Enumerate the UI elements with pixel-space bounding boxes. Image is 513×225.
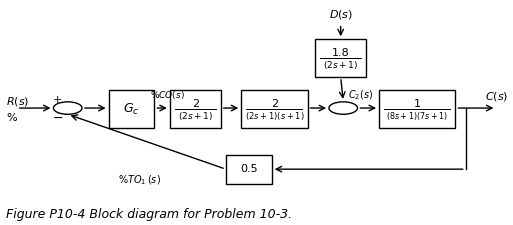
Bar — [241, 90, 307, 128]
Text: $G_c$: $G_c$ — [123, 102, 140, 117]
Text: $(2s+1)$: $(2s+1)$ — [323, 59, 359, 71]
Text: 1: 1 — [413, 99, 421, 109]
Text: 2: 2 — [192, 99, 199, 109]
Bar — [379, 90, 456, 128]
Text: $C_2(s)$: $C_2(s)$ — [348, 88, 374, 101]
Text: $-$: $-$ — [52, 111, 63, 124]
Text: $\%$: $\%$ — [7, 111, 18, 123]
Text: 0.5: 0.5 — [240, 164, 258, 174]
Text: 2: 2 — [271, 99, 278, 109]
Text: $C(s)$: $C(s)$ — [485, 90, 508, 104]
Text: $D(s)$: $D(s)$ — [329, 8, 353, 21]
Text: 1.8: 1.8 — [332, 47, 349, 58]
Text: $(2s+1)$: $(2s+1)$ — [177, 110, 213, 122]
Bar — [109, 90, 154, 128]
Text: +: + — [53, 95, 62, 105]
Text: $\%TO_1\,(s)$: $\%TO_1\,(s)$ — [117, 173, 161, 187]
Bar — [226, 155, 272, 184]
Bar — [315, 39, 366, 77]
Text: $(8s+1)(7s+1)$: $(8s+1)(7s+1)$ — [386, 110, 448, 122]
Text: $R(s)$: $R(s)$ — [7, 95, 30, 108]
Text: $\%CO(s)$: $\%CO(s)$ — [150, 89, 185, 101]
Text: Figure P10-4 Block diagram for Problem 10-3.: Figure P10-4 Block diagram for Problem 1… — [7, 208, 292, 221]
Bar — [170, 90, 221, 128]
Text: $(2s+1)(s+1)$: $(2s+1)(s+1)$ — [245, 110, 304, 122]
